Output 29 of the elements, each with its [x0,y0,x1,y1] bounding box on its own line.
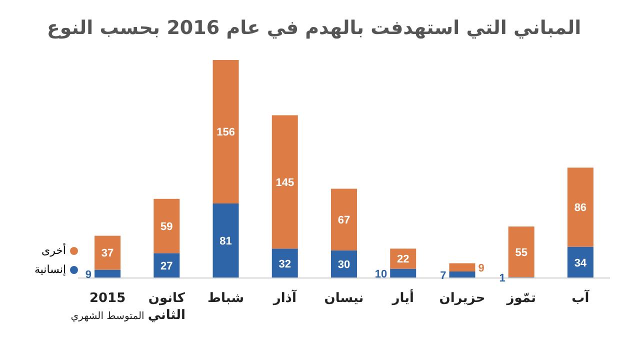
data-label: 59 [160,221,173,234]
data-label: 7 [440,270,446,282]
legend-label: أخرى [41,244,66,257]
x-tick-label: حزيران [439,291,486,306]
data-label: 1 [499,272,506,285]
x-tick-label: شباط [208,291,244,306]
data-label: 86 [574,202,587,214]
data-label: 37 [101,248,114,260]
data-label: 156 [216,126,235,139]
x-tick-label: تمّوز [506,291,536,306]
data-label: 67 [338,214,350,227]
x-tick-label: أيار [391,289,414,306]
x-tick-label: آب [572,289,590,306]
x-tick-label: آذار [272,289,297,306]
data-label: 55 [515,246,528,259]
data-label: 9 [85,268,92,281]
chart-title: المباني التي استهدفت بالهدم في عام 2016 بحسب النوع [46,16,582,41]
data-label: 32 [278,258,292,270]
data-label: 145 [276,176,294,189]
legend-label: إنسانية [34,263,66,276]
data-label: 9 [478,262,484,274]
data-label: 10 [374,268,388,280]
data-label: 81 [220,236,232,248]
data-label: 30 [338,259,350,272]
x-tick-label: كانون الثاني [148,291,186,323]
data-label: 34 [574,257,588,270]
data-label: 22 [396,254,410,266]
data-label: 27 [160,260,173,273]
x-tick-label: نيسان [324,291,364,306]
